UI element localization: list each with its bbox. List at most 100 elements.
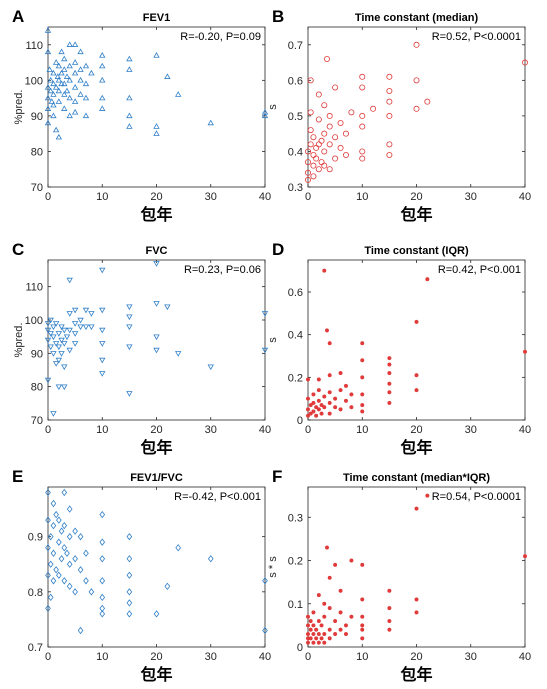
data-point — [61, 105, 68, 111]
data-point — [44, 337, 52, 344]
data-point — [99, 610, 106, 618]
data-point — [308, 636, 313, 641]
data-point — [315, 166, 322, 173]
data-point — [64, 549, 70, 557]
data-point — [414, 373, 419, 378]
plot-frame — [307, 486, 526, 648]
data-point — [66, 277, 73, 284]
data-point — [413, 77, 420, 84]
data-point — [50, 101, 57, 108]
data-point — [307, 109, 314, 116]
panel-b: 0 10 20 30 40 0.3 0.4 0.5 0.6 0.7 B Time constant (… — [267, 7, 531, 224]
data-point — [83, 577, 89, 585]
x-tick-label: 0 — [45, 191, 51, 203]
data-point — [386, 141, 393, 148]
data-point — [387, 356, 392, 361]
data-point — [343, 623, 349, 628]
data-point — [321, 130, 328, 137]
data-point — [77, 324, 84, 331]
data-point — [99, 555, 106, 563]
data-point — [48, 98, 55, 104]
data-point — [386, 88, 393, 95]
data-point — [313, 155, 320, 162]
data-point — [311, 631, 316, 637]
y-tick-label: 0.9 — [28, 532, 43, 544]
data-point — [153, 347, 160, 354]
data-point — [77, 66, 84, 72]
data-point — [338, 388, 343, 393]
data-point — [88, 324, 95, 331]
data-point — [71, 108, 79, 115]
data-point — [61, 521, 68, 530]
plot-frame — [307, 26, 526, 188]
panel-d: 0 10 20 30 40 0 0.2 0.4 0.6 D Time constant (IQR) R… — [267, 240, 531, 457]
x-tick-label: 30 — [465, 191, 477, 203]
data-point — [71, 341, 79, 347]
data-point — [58, 351, 65, 357]
data-point — [126, 324, 133, 331]
data-point — [360, 403, 365, 408]
data-point — [77, 48, 84, 55]
data-point — [387, 627, 392, 632]
data-point — [50, 549, 57, 557]
chart-title: Time constant (median) — [355, 12, 479, 24]
data-point — [326, 123, 333, 130]
data-point — [322, 268, 327, 273]
data-point — [387, 390, 392, 395]
data-point — [55, 62, 63, 69]
data-point — [338, 407, 343, 412]
data-point — [262, 577, 268, 585]
data-point — [307, 77, 314, 84]
data-point — [308, 627, 313, 632]
data-point — [52, 361, 60, 367]
x-axis-label: 包年 — [400, 438, 432, 457]
data-point — [71, 98, 79, 104]
data-point — [310, 162, 317, 169]
x-axis-label: 包年 — [140, 438, 172, 457]
y-axis-label: s * s — [267, 556, 279, 578]
data-point — [63, 87, 71, 94]
data-point — [304, 169, 311, 176]
data-point — [323, 56, 330, 63]
data-point — [47, 532, 54, 541]
y-axis-label: %pred. — [13, 323, 25, 358]
data-point — [126, 555, 133, 563]
chart-title: Time constant (IQR) — [364, 245, 469, 257]
data-point — [82, 112, 90, 119]
data-point — [126, 123, 133, 129]
data-point — [99, 105, 106, 111]
data-point — [56, 538, 62, 546]
data-point — [99, 357, 106, 364]
data-point — [327, 411, 332, 416]
data-point — [424, 98, 431, 105]
data-point — [99, 371, 106, 377]
data-point — [311, 409, 316, 414]
data-point — [305, 407, 311, 412]
data-point — [44, 321, 52, 327]
data-point — [61, 341, 68, 347]
data-point — [63, 73, 71, 79]
correlation-annotation: R=0.52, P<0.0001 — [432, 31, 521, 43]
data-point — [66, 347, 73, 354]
data-point — [360, 409, 365, 414]
x-tick-label: 20 — [150, 191, 162, 203]
y-tick-label: 90 — [31, 111, 43, 123]
chart-title: FEV1 — [143, 12, 171, 24]
y-tick-label: 100 — [25, 315, 43, 327]
data-point — [82, 80, 90, 87]
data-point — [52, 59, 60, 65]
data-point — [305, 396, 311, 401]
data-point — [126, 610, 133, 618]
data-point — [58, 527, 65, 535]
x-tick-label: 40 — [519, 651, 531, 663]
data-point — [261, 112, 269, 119]
y-tick-label: 0.3 — [288, 182, 303, 194]
x-tick-label: 10 — [356, 424, 368, 436]
data-point — [333, 619, 338, 624]
data-point — [327, 400, 332, 405]
data-point — [261, 108, 269, 115]
data-point — [321, 102, 328, 109]
x-tick-label: 10 — [356, 191, 368, 203]
data-point — [66, 41, 73, 47]
data-point — [46, 66, 53, 72]
